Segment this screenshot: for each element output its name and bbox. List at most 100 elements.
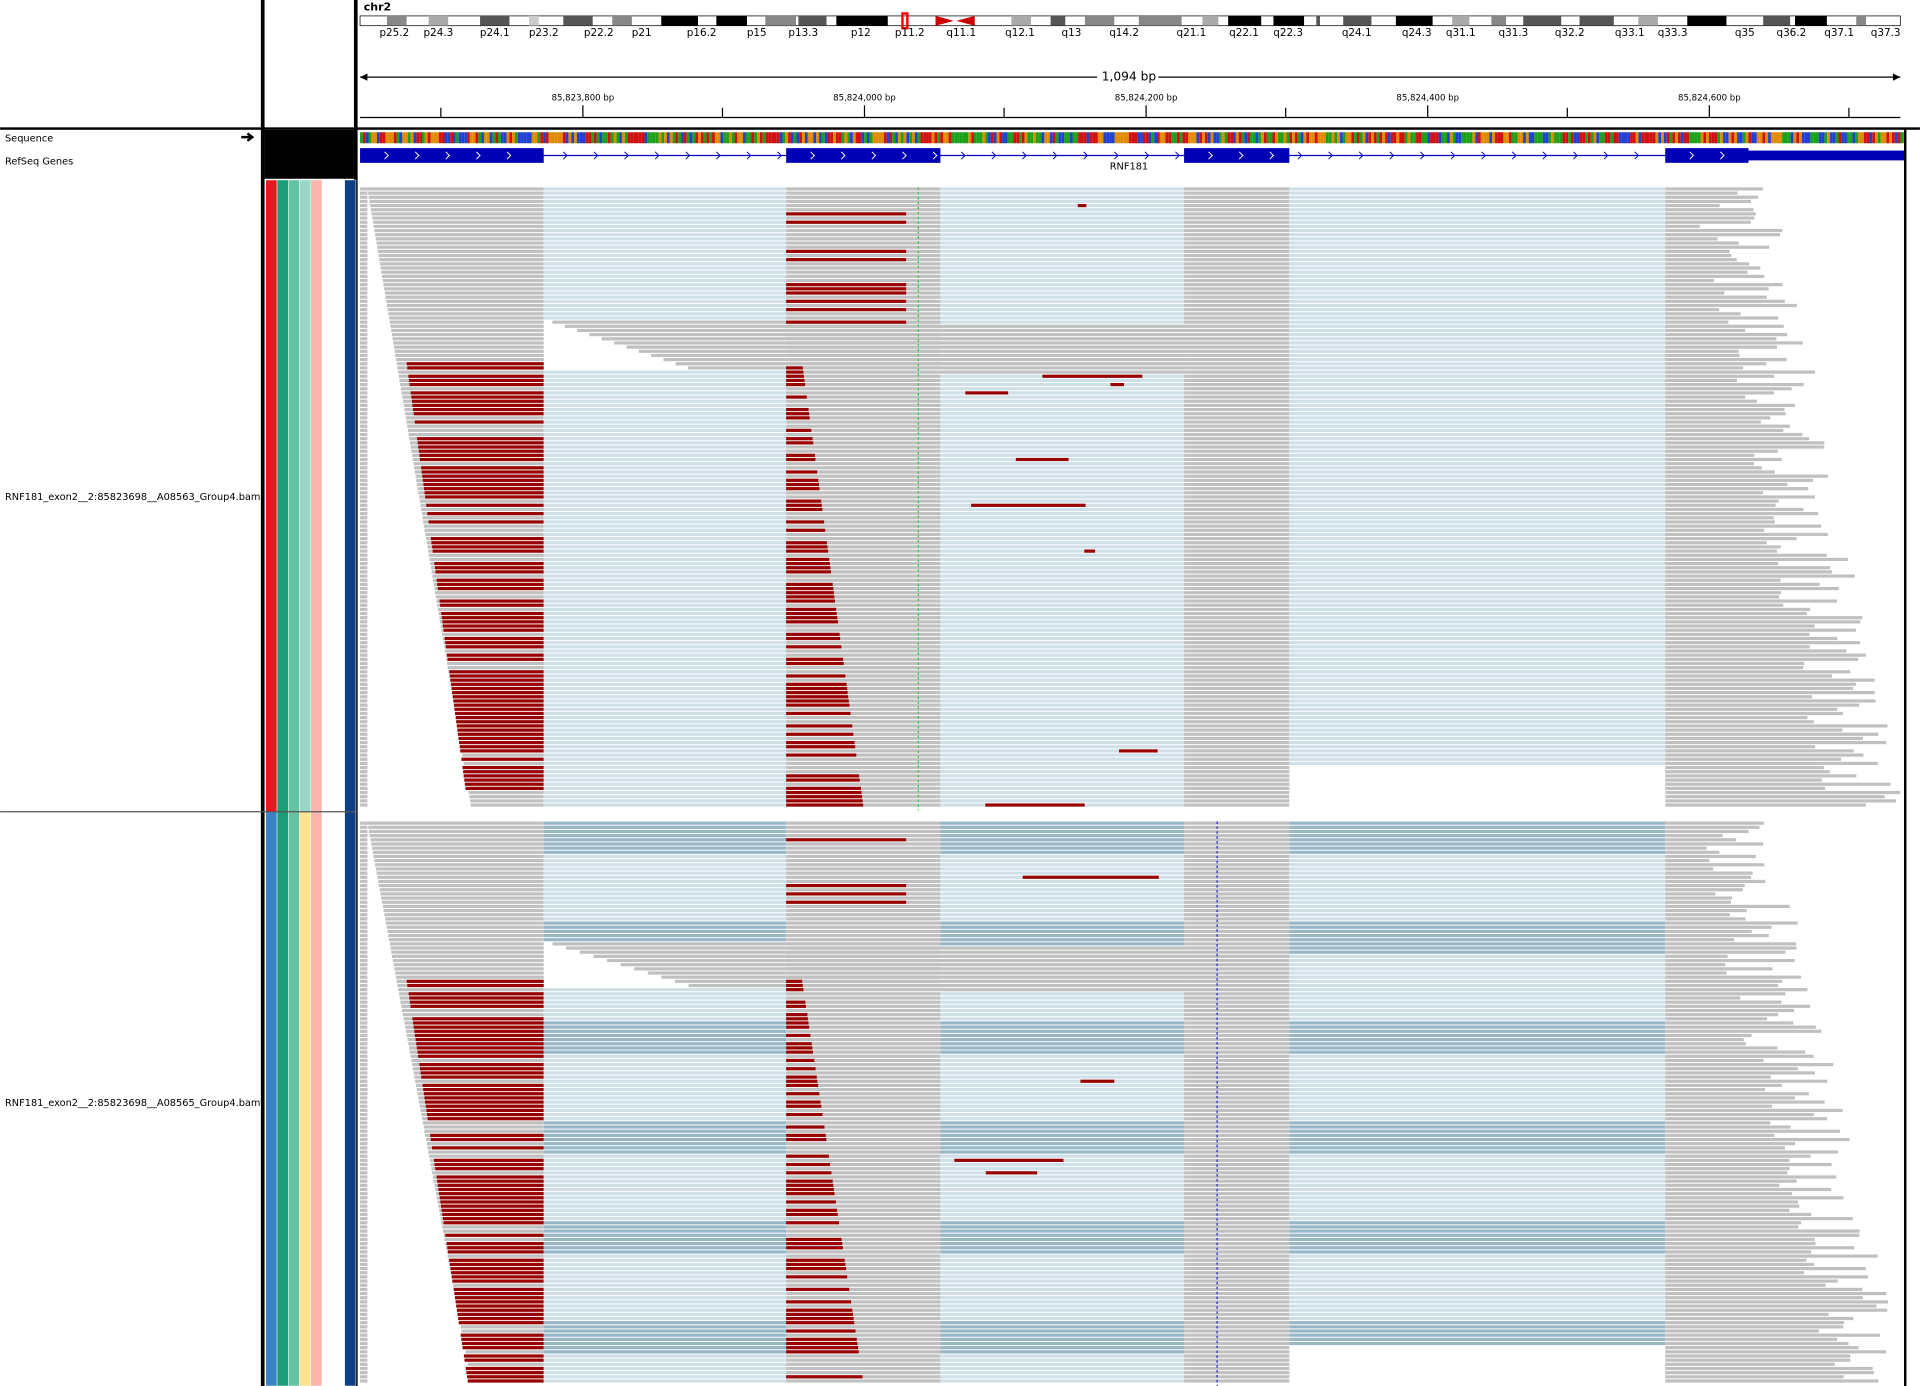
splice-junction: [1289, 274, 1666, 278]
base: [1106, 132, 1110, 144]
read-exon: [405, 416, 544, 420]
splice-junction: [1289, 374, 1666, 378]
read: [360, 1079, 368, 1083]
mismatch-block: [454, 1296, 544, 1300]
splice-junction: [940, 1167, 1185, 1171]
base: [703, 132, 707, 144]
read-exon: [786, 821, 941, 825]
splice-junction: [543, 1279, 787, 1283]
read-exon: [1665, 716, 1808, 720]
read: [552, 320, 941, 324]
splice-junction: [940, 1083, 1185, 1088]
splice-junction: [940, 799, 1185, 803]
base: [1790, 132, 1794, 144]
mismatch-block: [464, 778, 544, 782]
read: [360, 582, 368, 586]
read-exon: [1665, 453, 1755, 457]
read-exon: [786, 599, 941, 603]
read: [360, 1175, 368, 1179]
read: [360, 842, 368, 846]
splice-junction: [940, 682, 1185, 686]
strand-arrow[interactable]: [241, 132, 255, 142]
splice-junction: [1289, 553, 1666, 557]
splice-junction: [543, 445, 787, 449]
splice-junction: [940, 1354, 1185, 1358]
base: [1692, 132, 1695, 144]
read-exon: [1665, 1279, 1838, 1283]
base: [889, 132, 893, 144]
cytoband: [1523, 15, 1562, 26]
mismatch-block: [786, 786, 861, 790]
read-exon: [786, 253, 941, 258]
read-exon: [1184, 528, 1290, 532]
base: [968, 132, 972, 144]
base: [1528, 132, 1532, 144]
read: [360, 950, 368, 954]
read-exon: [384, 287, 544, 291]
read-exon: [786, 432, 941, 437]
read-exon: [1665, 1079, 1828, 1083]
base: [523, 132, 527, 144]
read-exon: [1184, 942, 1290, 946]
splice-junction: [1289, 699, 1666, 703]
mismatch-block: [786, 582, 833, 586]
mismatch-block: [449, 670, 544, 674]
cytoband-label: q14.2: [1109, 27, 1139, 39]
read: [360, 1029, 368, 1033]
base: [1883, 132, 1887, 144]
splice-junction: [1289, 557, 1666, 562]
base: [728, 132, 732, 144]
cytoband: [1763, 15, 1791, 26]
read-exon: [1184, 1104, 1290, 1108]
splice-junction: [1289, 1137, 1666, 1142]
splice-junction: [940, 1112, 1185, 1117]
read: [360, 1337, 368, 1341]
base: [1897, 132, 1901, 144]
read: [360, 595, 368, 599]
read-exon: [1184, 933, 1290, 938]
read-exon: [786, 740, 941, 745]
base: [481, 132, 484, 144]
read-exon: [422, 1121, 544, 1125]
read-exon: [1665, 1362, 1835, 1366]
read-exon: [394, 349, 544, 353]
splice-junction: [940, 1142, 1185, 1146]
read-exon: [786, 1021, 941, 1025]
read-exon: [1665, 821, 1764, 825]
attribute-header: [264, 129, 354, 179]
mismatch-block: [786, 503, 822, 507]
read-exon: [385, 921, 544, 925]
read-exon: [786, 834, 941, 838]
base: [1128, 132, 1132, 144]
splice-junction: [940, 541, 1185, 545]
cytoband: [1316, 15, 1320, 26]
splice-junction: [1289, 1167, 1666, 1171]
splice-junction: [543, 1262, 787, 1267]
splice-junction: [940, 212, 1185, 216]
mismatch-block: [421, 470, 544, 474]
base: [1230, 132, 1234, 144]
base: [1804, 132, 1808, 144]
splice-junction: [940, 703, 1185, 707]
cytoband-label: p16.2: [687, 27, 717, 39]
base: [774, 132, 777, 144]
splice-junction: [940, 507, 1185, 512]
read-exon: [470, 799, 544, 803]
mismatch-block: [786, 1308, 853, 1312]
read-exon: [786, 988, 941, 992]
base: [1247, 132, 1250, 144]
mismatch-block: [786, 686, 848, 691]
read-exon: [1184, 674, 1290, 678]
read-exon: [379, 258, 544, 262]
cytoband: [1050, 15, 1066, 26]
splice-junction: [940, 707, 1185, 711]
read-exon: [1184, 212, 1290, 216]
splice-junction: [1289, 1242, 1666, 1246]
mismatch-block: [419, 453, 544, 457]
splice-junction: [1289, 661, 1666, 666]
read-exon: [1184, 424, 1290, 428]
read-exon: [382, 904, 544, 909]
read-exon: [1665, 611, 1807, 616]
base: [1368, 132, 1372, 144]
mismatch-block: [418, 1054, 544, 1058]
